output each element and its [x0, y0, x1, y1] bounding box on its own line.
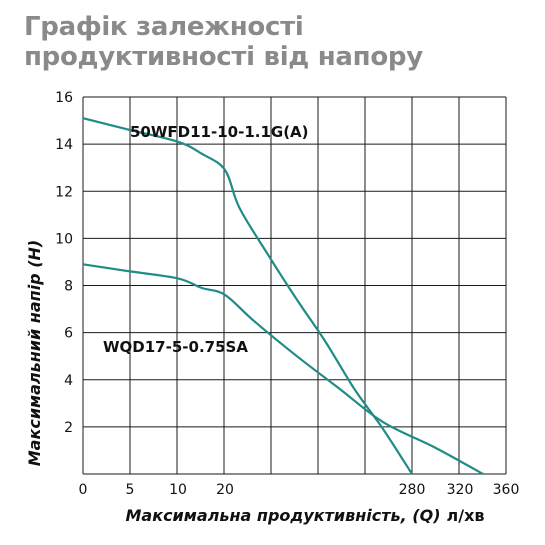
y-tick-label: 12: [55, 184, 73, 200]
y-tick-label: 10: [55, 231, 73, 247]
chart-title: Графік залежності продуктивності від нап…: [24, 12, 423, 72]
tick-labels: 2 4 6 8 10 12 14 16 0 5 10 20 280 320 360: [55, 90, 519, 498]
y-tick-label: 14: [55, 137, 73, 153]
y-tick-label: 16: [55, 90, 73, 106]
x-tick-label: 20: [216, 482, 234, 498]
series-labels: 50WFD11-10-1.1G(A) WQD17-5-0.75SA: [103, 123, 309, 356]
series-label-wqd: WQD17-5-0.75SA: [103, 338, 248, 356]
x-tick-label: 0: [79, 482, 88, 498]
y-axis-label: Максимальний напір (H): [25, 240, 44, 466]
x-axis-unit: л/хв: [447, 506, 485, 525]
series-line-50wfd: [82, 117, 413, 475]
series-label-50wfd: 50WFD11-10-1.1G(A): [130, 123, 309, 141]
y-axis-label-text: Максимальний напір (H): [25, 240, 44, 466]
grid: [82, 96, 507, 475]
series-lines: [82, 117, 484, 475]
y-tick-label: 6: [64, 326, 73, 342]
x-tick-label: 280: [399, 482, 426, 498]
x-tick-label: 320: [447, 482, 474, 498]
x-axis-label: Максимальна продуктивність, (Q) л/хв: [125, 506, 484, 525]
y-tick-label: 2: [64, 420, 73, 436]
x-tick-label: 360: [493, 482, 520, 498]
y-tick-label: 8: [64, 279, 73, 295]
x-tick-label: 5: [126, 482, 135, 498]
y-tick-label: 4: [64, 373, 73, 389]
x-tick-label: 10: [169, 482, 187, 498]
x-axis-label-text: Максимальна продуктивність, (Q): [125, 506, 440, 525]
series-line-wqd: [82, 263, 484, 475]
